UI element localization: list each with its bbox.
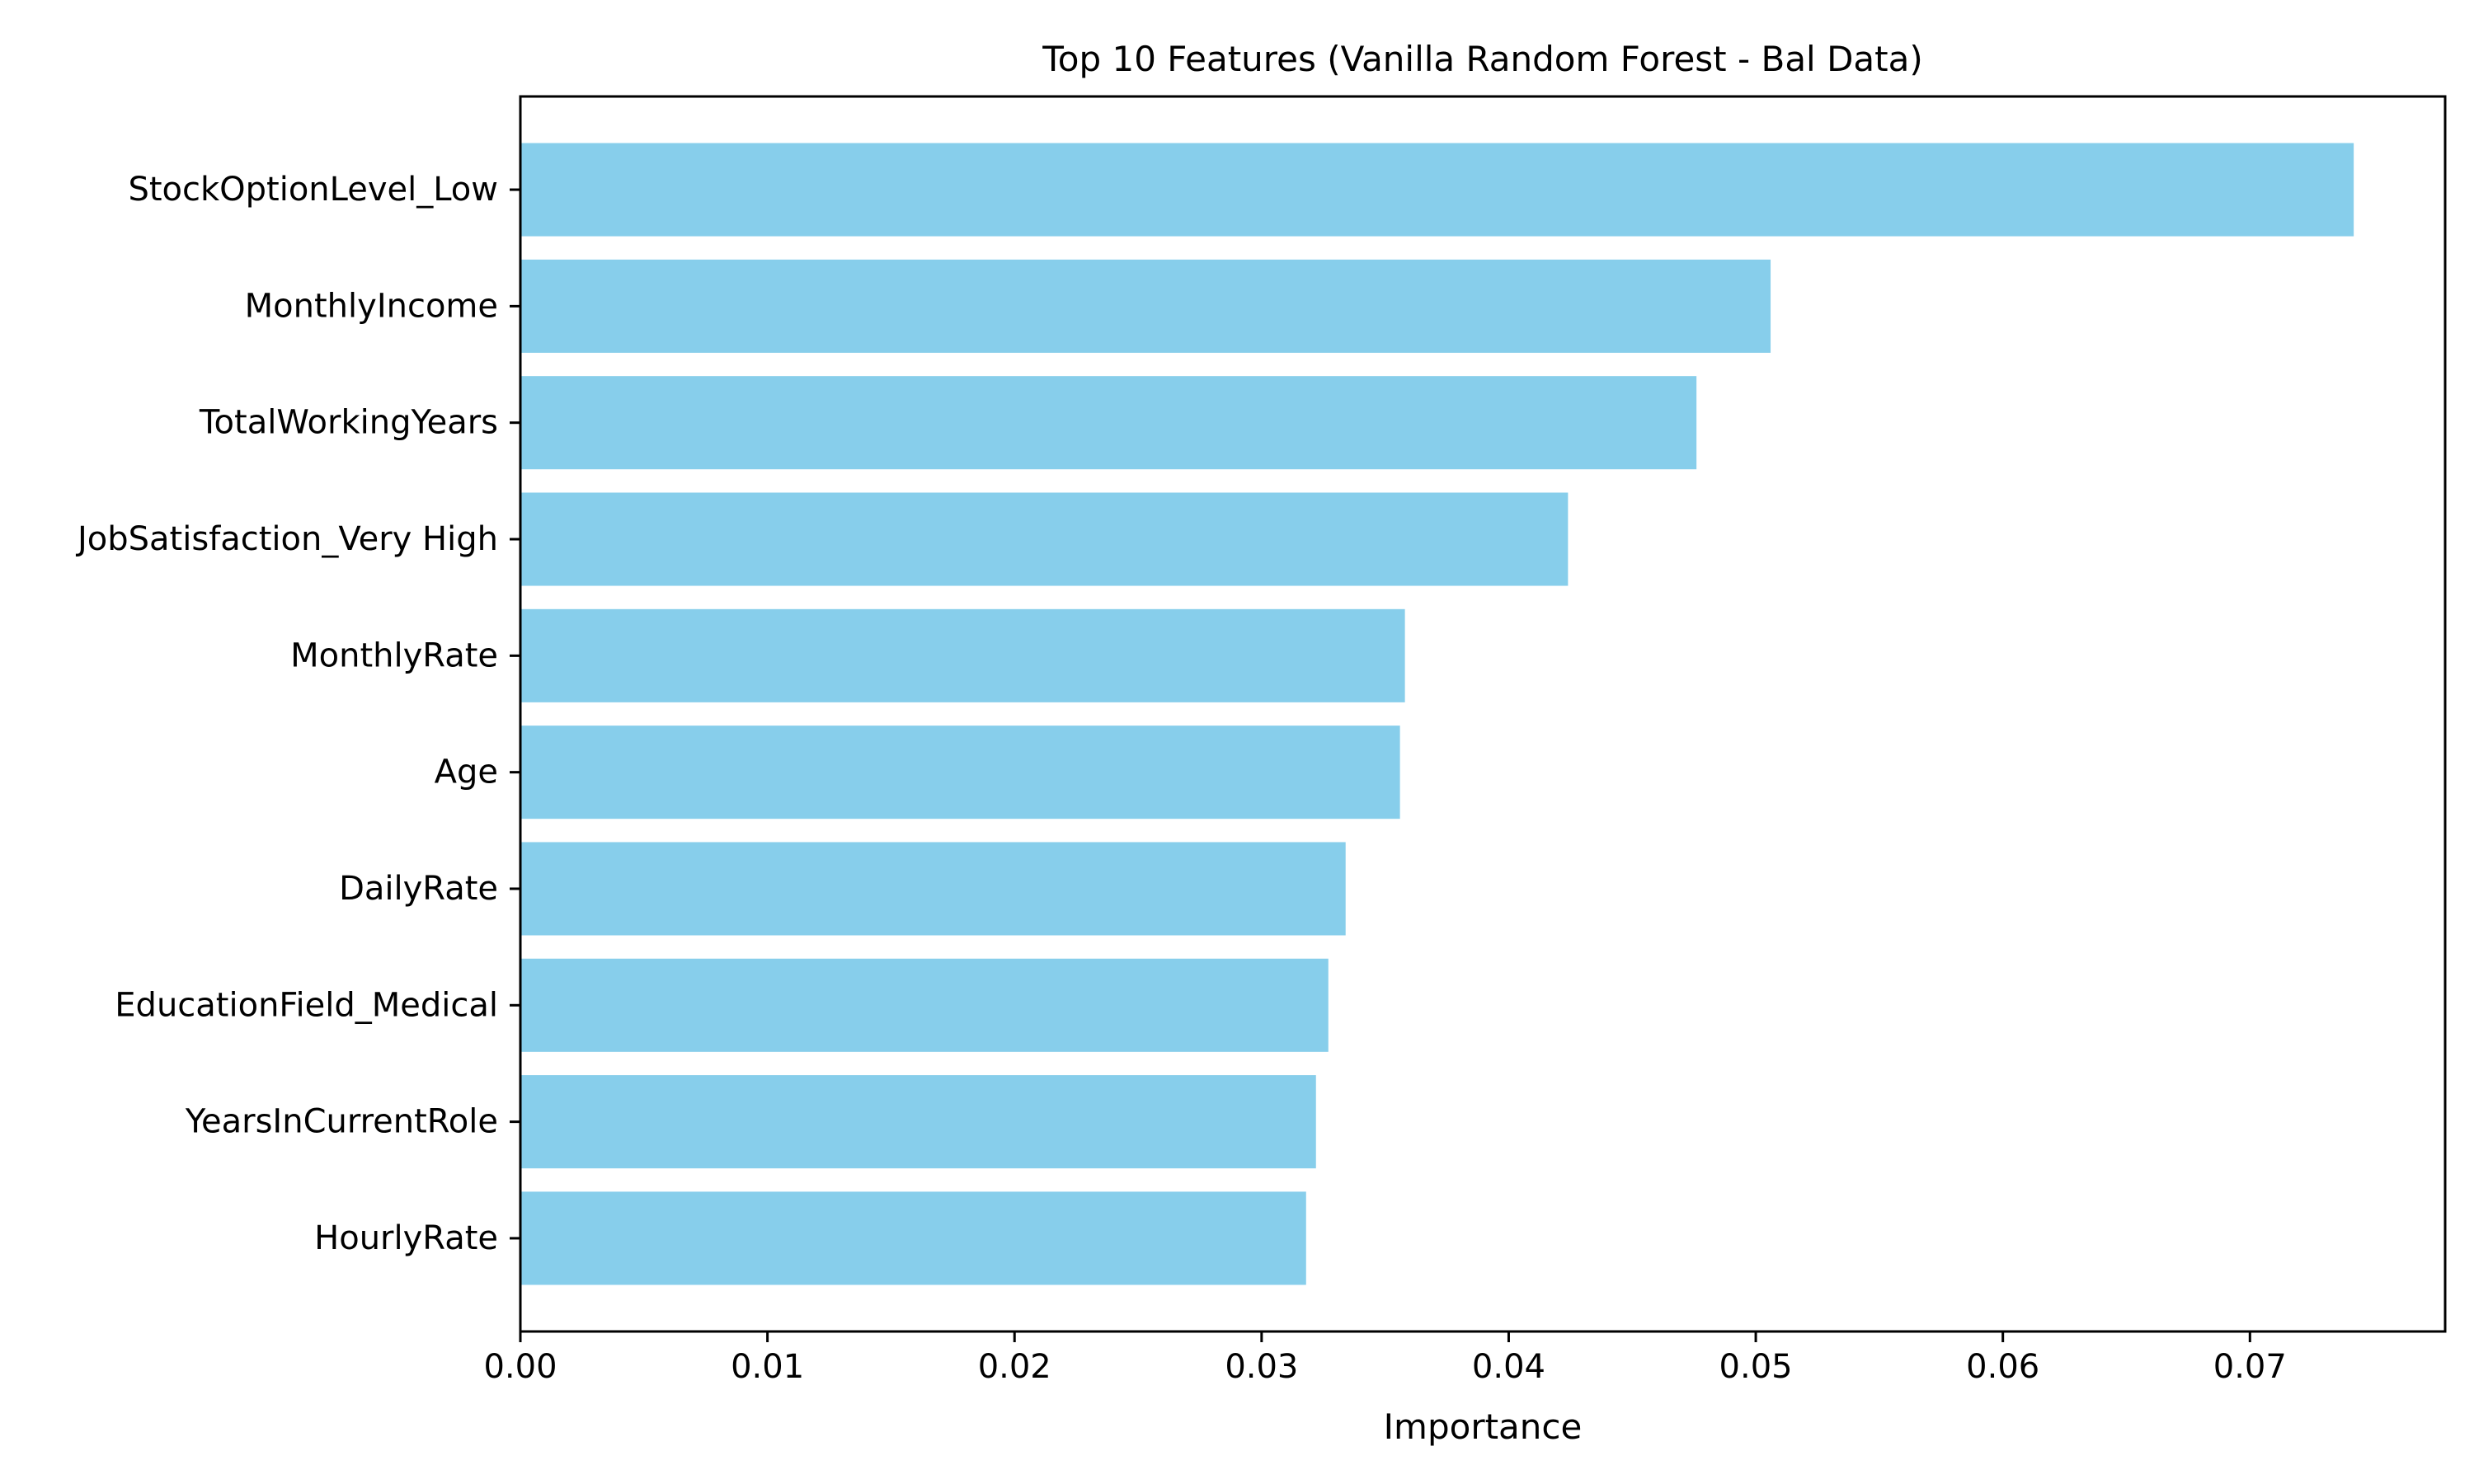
x-tick-label: 0.01 — [731, 1348, 804, 1386]
x-tick-label: 0.03 — [1225, 1348, 1298, 1386]
bar — [520, 958, 1329, 1052]
bar — [520, 259, 1771, 353]
y-tick-label: TotalWorkingYears — [199, 404, 498, 442]
x-tick-label: 0.07 — [2213, 1348, 2287, 1386]
y-tick-label: YearsInCurrentRole — [185, 1103, 498, 1141]
plot-frame — [519, 95, 2447, 1333]
bar — [520, 1191, 1306, 1285]
x-tick-label: 0.04 — [1472, 1348, 1545, 1386]
y-axis: StockOptionLevel_Low MonthlyIncome TotalWo… — [75, 171, 520, 1257]
x-tick-label: 0.06 — [1966, 1348, 2039, 1386]
bar — [520, 608, 1405, 702]
bar — [520, 726, 1400, 819]
chart-title: Top 10 Features (Vanilla Random Forest -… — [1042, 39, 1923, 79]
y-tick-label: HourlyRate — [314, 1219, 498, 1257]
y-tick-label: MonthlyRate — [290, 636, 498, 674]
bar — [520, 376, 1697, 470]
y-tick-label: MonthlyIncome — [245, 287, 498, 325]
x-tick-label: 0.05 — [1719, 1348, 1793, 1386]
bars-layer — [520, 143, 2354, 1285]
x-tick-label: 0.00 — [483, 1348, 557, 1386]
y-tick-label: JobSatisfaction_Very High — [75, 520, 498, 558]
y-tick-label: StockOptionLevel_Low — [128, 171, 498, 209]
bar — [520, 1075, 1316, 1169]
bar — [520, 842, 1346, 936]
x-tick-label: 0.02 — [978, 1348, 1051, 1386]
bar — [520, 143, 2354, 237]
y-tick-label: Age — [435, 754, 498, 791]
x-axis: 0.00 0.01 0.02 0.03 0.04 0.05 0.06 0.07 — [483, 1331, 2287, 1386]
y-tick-label: DailyRate — [339, 870, 498, 908]
bar — [520, 492, 1569, 586]
y-tick-label: EducationField_Medical — [115, 986, 498, 1024]
x-axis-title: Importance — [1384, 1407, 1583, 1447]
